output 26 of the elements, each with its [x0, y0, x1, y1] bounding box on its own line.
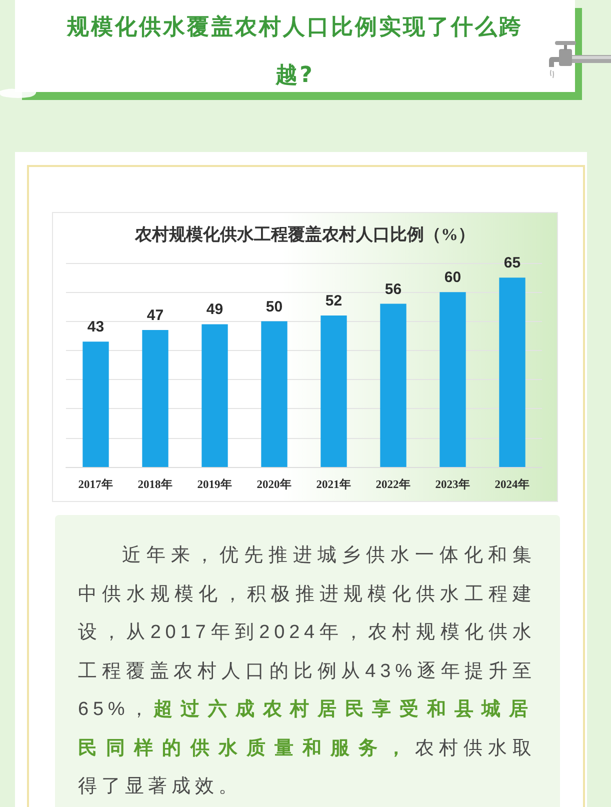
- data-label: 47: [146, 307, 164, 324]
- x-tick-label: 2018年: [138, 477, 173, 491]
- bar: [440, 292, 466, 467]
- x-tick-label: 2021年: [316, 477, 352, 491]
- x-tick-label: 2017年: [78, 477, 114, 491]
- data-label: 43: [87, 318, 104, 336]
- x-tick-label: 2019年: [197, 477, 232, 491]
- chart-title: 规模化供水覆盖农村人口比例实现了什么跨越?: [66, 14, 524, 90]
- data-label: 65: [504, 254, 521, 272]
- bar: [380, 304, 406, 467]
- bar: [82, 342, 109, 467]
- data-label: 49: [206, 301, 224, 318]
- data-label: 56: [384, 280, 402, 298]
- x-tick-label: 2024年: [494, 477, 530, 491]
- x-tick-label: 2020年: [256, 477, 292, 491]
- bar: [320, 315, 347, 467]
- data-label: 50: [266, 298, 283, 316]
- bar: [202, 324, 228, 467]
- chart-subtitle: 农村规模化供水工程覆盖农村人口比例（%）: [134, 224, 475, 244]
- bar: [142, 330, 168, 467]
- x-tick-label: 2023年: [435, 477, 470, 491]
- x-tick-label: 2022年: [376, 477, 411, 491]
- bar: [261, 321, 288, 467]
- data-label: 60: [444, 269, 462, 286]
- bar: [499, 278, 526, 467]
- data-label: 52: [325, 292, 342, 310]
